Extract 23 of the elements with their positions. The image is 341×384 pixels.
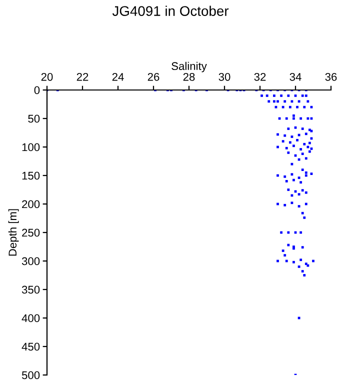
chart-title: JG4091 in October [112, 6, 229, 16]
y-tick-label: 50 [28, 114, 40, 123]
y-tick-label: 500 [22, 371, 40, 380]
x-tick-label: 28 [183, 72, 195, 81]
x-tick-label: 26 [148, 72, 160, 81]
y-tick-label: 400 [22, 314, 40, 322]
y-tick-label: 450 [22, 342, 40, 351]
y-tick-label: 100 [22, 143, 40, 152]
x-tick-label: 32 [254, 72, 266, 81]
x-axis-title: Salinity [172, 62, 207, 72]
y-tick-label: 300 [22, 257, 40, 266]
y-tick-label: 250 [22, 228, 40, 237]
y-tick-label: 200 [22, 200, 40, 208]
x-tick-label: 36 [325, 72, 337, 81]
x-tick-label: 24 [112, 72, 124, 81]
y-axis-title: Depth [m] [8, 209, 19, 256]
x-tick-label: 22 [76, 72, 88, 81]
x-tick-label: 30 [218, 72, 230, 81]
y-tick-label: 150 [22, 172, 40, 180]
x-tick-label: 20 [41, 72, 53, 81]
y-tick-label: 350 [22, 286, 40, 294]
y-tick-label: 0 [34, 86, 40, 94]
x-tick-label: 34 [290, 72, 302, 81]
